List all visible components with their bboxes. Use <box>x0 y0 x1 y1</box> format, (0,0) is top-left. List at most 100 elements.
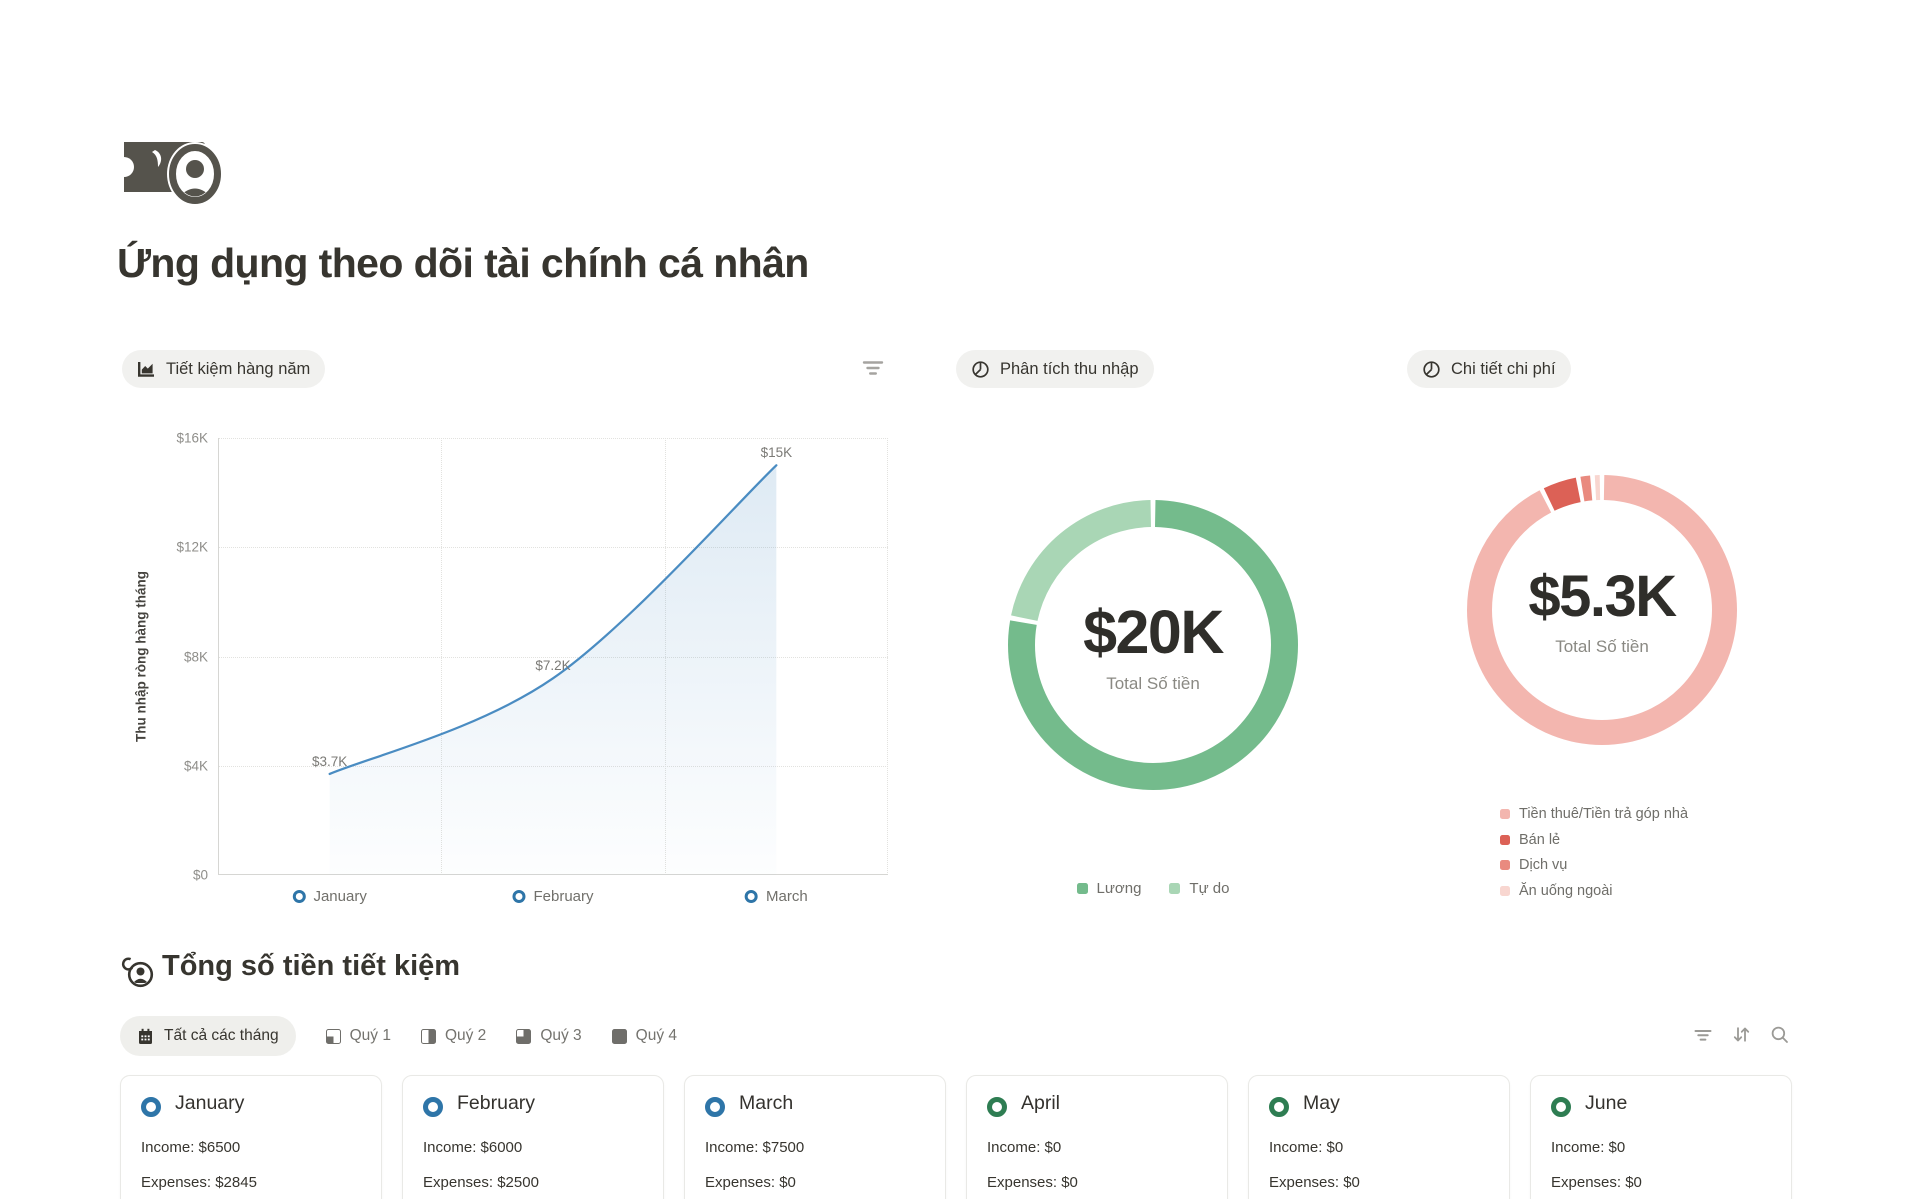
expense-legend: Tiền thuê/Tiền trả góp nhà Bán lẻ Dịch v… <box>1500 806 1688 899</box>
month-dot <box>423 1097 443 1117</box>
savings-line <box>328 464 778 776</box>
month-card-february[interactable]: February Income: $6000 Expenses: $2500 <box>402 1075 664 1199</box>
month-dot <box>705 1097 725 1117</box>
card-month: March <box>739 1092 794 1114</box>
income-chart-badge-label: Phân tích thu nhập <box>1000 359 1139 378</box>
tab-quarter-3[interactable]: Quý 3 <box>516 1027 582 1045</box>
pie-chart-icon <box>1423 360 1440 378</box>
month-dot <box>1551 1097 1571 1117</box>
card-expenses: Expenses: $2500 <box>423 1174 539 1191</box>
income-total-caption: Total Số tiền <box>1106 673 1200 693</box>
tab-label: Quý 2 <box>444 1027 487 1044</box>
tab-label: Quý 4 <box>635 1027 678 1044</box>
filter-icon[interactable] <box>1692 1025 1714 1045</box>
legend-label: January <box>313 888 367 905</box>
income-total-value: $20K <box>1083 597 1224 666</box>
pie-chart-icon <box>972 360 989 378</box>
card-expenses: Expenses: $0 <box>705 1174 796 1191</box>
y-axis-line <box>218 438 219 875</box>
card-expenses: Expenses: $2845 <box>141 1174 257 1191</box>
legend-item-rent[interactable]: Tiền thuê/Tiền trả góp nhà <box>1500 806 1688 822</box>
area-chart-icon <box>138 361 154 377</box>
card-income: Income: $6000 <box>423 1139 523 1156</box>
month-dot <box>987 1097 1007 1117</box>
savings-chart-filter-icon[interactable] <box>858 356 888 385</box>
month-card-march[interactable]: March Income: $7500 Expenses: $0 <box>684 1075 946 1199</box>
summary-heading: Tổng số tiền tiết kiệm <box>162 950 461 982</box>
card-income: Income: $6500 <box>141 1139 241 1156</box>
card-month: May <box>1303 1092 1340 1114</box>
expense-donut-chart: $5.3K Total Số tiền <box>1467 475 1737 745</box>
tab-all-months[interactable]: Tất cả các tháng <box>120 1016 296 1056</box>
card-month: February <box>457 1092 536 1114</box>
gridline <box>887 438 888 875</box>
card-month: April <box>1021 1092 1061 1114</box>
card-expenses: Expenses: $0 <box>1269 1174 1360 1191</box>
point-label: $7.2K <box>535 658 571 674</box>
coin-savings-icon <box>120 956 154 993</box>
quarter-1-icon <box>325 1028 341 1044</box>
card-month: January <box>175 1092 245 1114</box>
legend-item-luong[interactable]: Lương <box>1076 880 1142 897</box>
savings-line-chart: $3.7K $7.2K $15K <box>218 438 888 875</box>
gridline <box>218 438 888 439</box>
month-card-april[interactable]: April Income: $0 Expenses: $0 <box>966 1075 1228 1199</box>
y-tick: $0 <box>192 867 208 883</box>
legend-item-february[interactable]: February <box>512 888 594 905</box>
legend-item-january[interactable]: January <box>292 888 367 905</box>
quarter-2-icon <box>420 1028 436 1044</box>
calendar-icon <box>139 1028 152 1044</box>
legend-label: Dịch vụ <box>1519 857 1568 873</box>
savings-chart-badge[interactable]: Tiết kiệm hàng năm <box>122 350 326 388</box>
income-legend: Lương Tự do <box>1008 880 1298 897</box>
month-card-january[interactable]: January Income: $6500 Expenses: $2845 <box>120 1075 382 1199</box>
legend-label: Lương <box>1096 880 1142 897</box>
expense-donut-svg <box>1467 475 1737 745</box>
point-label: $15K <box>760 445 793 461</box>
card-month: June <box>1585 1092 1628 1114</box>
y-tick: $8K <box>183 649 208 664</box>
legend-item-retail[interactable]: Bán lẻ <box>1500 832 1688 848</box>
legend-swatch <box>1500 885 1510 896</box>
sort-icon[interactable] <box>1731 1024 1752 1045</box>
tab-quarter-4[interactable]: Quý 4 <box>611 1027 678 1045</box>
income-donut-svg <box>1008 500 1298 790</box>
legend-label: March <box>765 888 808 905</box>
series-marker <box>744 890 758 903</box>
legend-label: Bán lẻ <box>1519 831 1561 848</box>
legend-label: Tiền thuê/Tiền trả góp nhà <box>1519 806 1689 822</box>
series-marker <box>292 890 306 903</box>
search-icon[interactable] <box>1769 1024 1790 1045</box>
gridline <box>218 656 888 658</box>
month-card-june[interactable]: June Income: $0 Expenses: $0 <box>1530 1075 1792 1199</box>
summary-toolbar <box>1692 1024 1790 1045</box>
quarter-3-icon <box>516 1028 532 1044</box>
legend-label: February <box>533 888 594 905</box>
income-donut-chart: $20K Total Số tiền <box>1008 500 1298 790</box>
point-label: $3.7K <box>312 753 348 769</box>
y-tick: $4K <box>183 758 208 774</box>
income-chart-badge[interactable]: Phân tích thu nhập <box>956 350 1154 388</box>
expense-donut-center: $5.3K Total Số tiền <box>1467 475 1737 745</box>
legend-swatch <box>1500 860 1510 870</box>
legend-item-march[interactable]: March <box>744 888 808 905</box>
expense-chart-badge-label: Chi tiết chi phí <box>1451 359 1556 378</box>
summary-tabs: Tất cả các tháng Quý 1 Quý 2 Quý 3 Quý 4 <box>120 1016 677 1056</box>
legend-swatch <box>1500 834 1510 845</box>
month-dot <box>1269 1097 1289 1117</box>
month-card-may[interactable]: May Income: $0 Expenses: $0 <box>1248 1075 1510 1199</box>
legend-item-services[interactable]: Dịch vụ <box>1500 857 1688 873</box>
tab-quarter-1[interactable]: Quý 1 <box>325 1027 391 1045</box>
legend-label: Ăn uống ngoài <box>1519 882 1613 899</box>
gridline <box>218 547 888 549</box>
legend-swatch <box>1169 883 1181 894</box>
tab-quarter-2[interactable]: Quý 2 <box>420 1027 487 1045</box>
card-income: Income: $0 <box>1551 1139 1626 1156</box>
card-income: Income: $0 <box>987 1139 1062 1156</box>
legend-item-tu-do[interactable]: Tự do <box>1169 880 1229 897</box>
legend-item-dining-out[interactable]: Ăn uống ngoài <box>1500 883 1688 899</box>
expense-chart-badge[interactable]: Chi tiết chi phí <box>1407 350 1571 388</box>
page-title: Ứng dụng theo dõi tài chính cá nhân <box>117 240 809 286</box>
y-tick: $12K <box>176 539 208 555</box>
